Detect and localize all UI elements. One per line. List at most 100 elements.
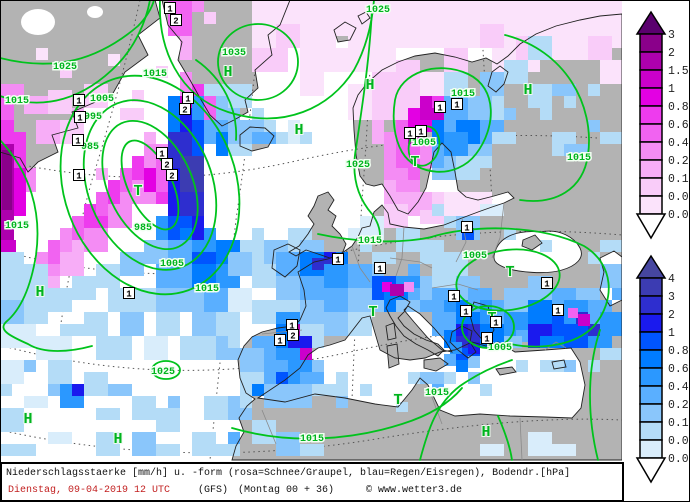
isobar-label: 1015 — [195, 284, 219, 295]
value-marker-label: 1 — [437, 103, 443, 113]
value-marker-box — [73, 94, 85, 106]
rain-cell — [132, 396, 156, 420]
scale-box — [639, 159, 663, 179]
rain-cell — [336, 372, 348, 384]
scale-tick-label: 0.6 — [668, 363, 689, 376]
value-marker-label: 2 — [173, 16, 178, 26]
isobar-label: 1005 — [463, 251, 487, 262]
rain-cell — [132, 432, 156, 456]
rain-cell — [144, 336, 168, 360]
scale-arrow-up-icon — [635, 10, 667, 35]
value-marker-label: 1 — [451, 292, 457, 302]
snow-cell — [396, 24, 432, 48]
value-marker-label: 1 — [463, 307, 469, 317]
rain-cell — [432, 384, 444, 396]
isobar-label: 1005 — [90, 94, 114, 105]
rain-cell — [600, 312, 622, 336]
rain-cell — [588, 84, 600, 96]
value-marker-label: 1 — [75, 136, 81, 146]
rain-cell — [492, 96, 504, 120]
high-center-symbol: H — [23, 411, 32, 428]
scale-tick-label: 0.8 — [668, 345, 689, 358]
snow-cell — [420, 72, 444, 96]
rain-cell — [96, 264, 120, 288]
snow-cell — [144, 168, 156, 192]
scale-tick-label: 0.02 — [668, 453, 690, 466]
rain-cell — [444, 372, 456, 384]
snow-cell — [156, 192, 168, 204]
rain-cell — [0, 360, 24, 384]
scale-tick-label: 0.8 — [668, 101, 689, 114]
snow-cell — [120, 108, 144, 120]
scale-tick-label: 1.5 — [668, 65, 689, 78]
snow-cell — [0, 96, 14, 120]
scale-box — [639, 105, 663, 125]
rain-cell — [252, 420, 276, 444]
scale-tick-label: 0.04 — [668, 435, 690, 448]
rain-cell — [300, 240, 324, 252]
low-center-symbol: T — [393, 392, 402, 409]
scale-tick-label: 1 — [668, 83, 675, 96]
snow-cell — [96, 96, 108, 108]
weather-map: 1025 1015 1005 995 985 985 1005 1015 1015 1035 102… — [0, 0, 622, 461]
isobar-label: 1015 — [5, 221, 29, 232]
snow-cell — [96, 168, 108, 180]
value-marker-box — [434, 101, 446, 113]
value-marker-box — [123, 287, 135, 299]
value-marker-label: 2 — [169, 171, 174, 181]
scale-box — [639, 295, 663, 315]
value-marker-box — [541, 277, 553, 289]
isobar-label: 1015 — [358, 236, 382, 247]
rain-cell — [324, 312, 348, 336]
rain-cell — [528, 300, 552, 324]
rain-cell — [336, 396, 348, 408]
value-marker-label: 1 — [544, 279, 550, 289]
snow-cell — [300, 48, 348, 72]
scale-tick-label: 0.04 — [668, 191, 690, 204]
scale-tick-label: 0.4 — [668, 381, 689, 394]
scale-box — [639, 51, 663, 71]
value-marker-label: 2 — [164, 160, 169, 170]
rain-cell — [156, 288, 180, 312]
value-marker-label: 1 — [464, 223, 470, 233]
isobar-label: 1025 — [151, 367, 175, 378]
value-marker-box — [74, 111, 86, 123]
rain-cell — [324, 384, 348, 396]
rain-cell — [156, 408, 180, 432]
snow-cell — [24, 96, 48, 114]
pressure-centers: HHHHHHHHTTTTTT — [22, 63, 533, 449]
high-center-symbol: H — [481, 424, 490, 441]
rain-cell — [564, 144, 588, 156]
snow-cell — [372, 72, 396, 120]
rain-cell — [204, 444, 240, 456]
scale-box — [639, 421, 663, 441]
rain-cell — [108, 384, 132, 396]
rain-cell — [360, 384, 372, 396]
isobar-label: 1005 — [412, 138, 436, 149]
rain-cell — [600, 240, 622, 252]
rain-cell — [276, 276, 300, 300]
value-marker-label: 1 — [76, 96, 82, 106]
rain-cell — [228, 288, 252, 312]
isobar-label: 1015 — [143, 69, 167, 80]
high-center-symbol: H — [223, 64, 232, 81]
rain-cell — [312, 384, 324, 396]
snow-cell — [60, 66, 72, 78]
rain-cell — [228, 120, 240, 144]
rain-cell — [444, 216, 456, 228]
value-marker-label: 1 — [167, 4, 173, 14]
value-marker-box — [72, 134, 84, 146]
scale-tick-label: 3 — [668, 29, 675, 42]
rain-cell — [72, 276, 96, 300]
rain-cell — [396, 402, 408, 412]
snow-cell — [420, 144, 432, 168]
scale-box — [639, 403, 663, 423]
rain-cell — [492, 132, 516, 144]
rain-cell — [120, 312, 144, 336]
rain-cell — [192, 252, 216, 264]
rain-cell — [288, 120, 300, 144]
rain-cell — [240, 396, 252, 408]
rain-cell — [60, 324, 84, 336]
rain-cell — [444, 72, 468, 96]
rain-cell — [252, 300, 276, 324]
